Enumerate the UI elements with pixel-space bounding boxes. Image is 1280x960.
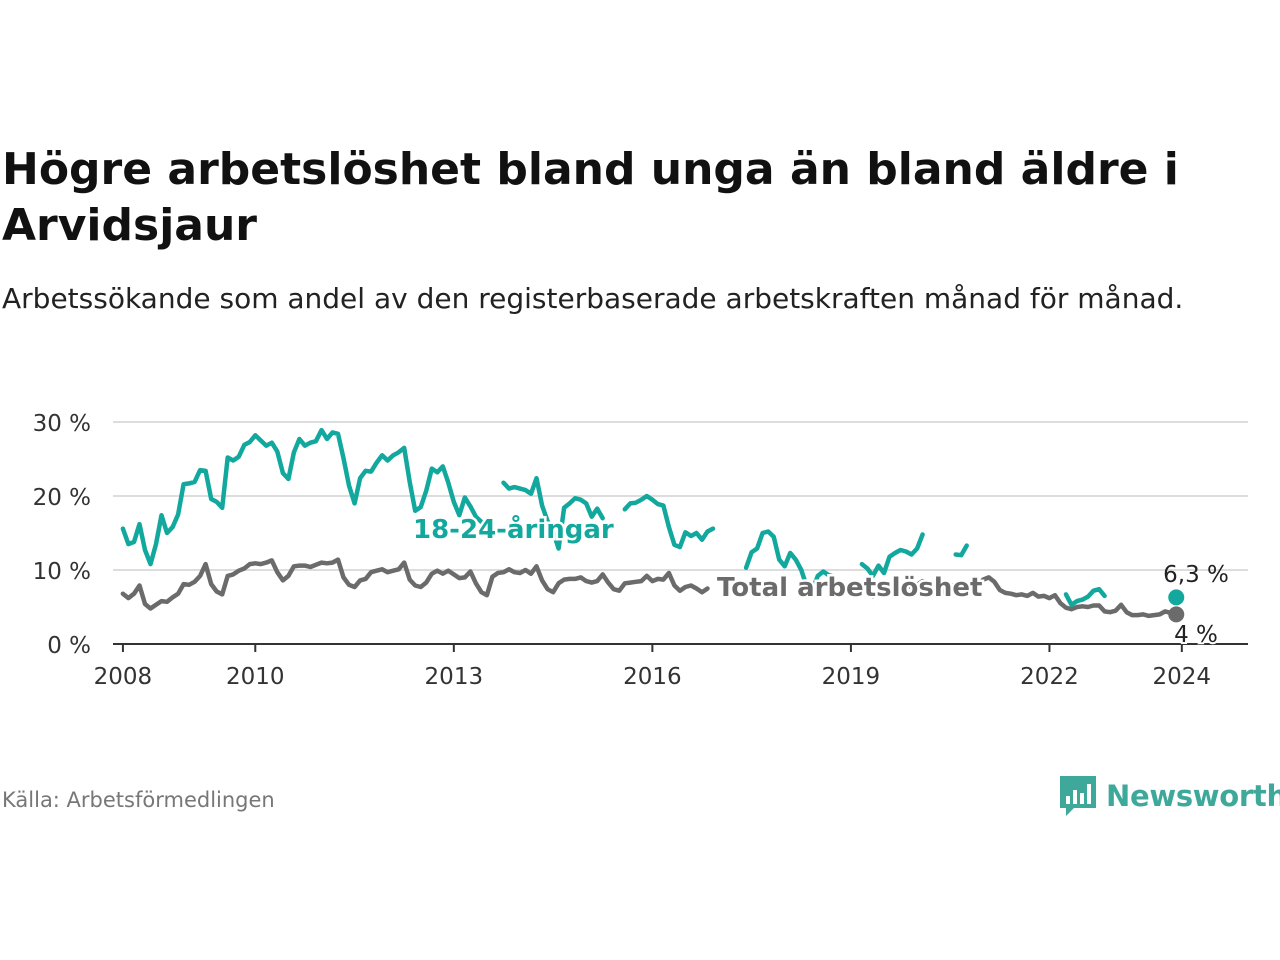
youth-end-value-label: 6,3 % [1163,562,1229,588]
youth-end-point [1168,589,1185,606]
y-tick-label: 0 % [47,633,91,659]
x-tick-label: 2008 [94,664,153,690]
x-tick-label: 2022 [1020,664,1079,690]
brand-name: Newsworthy [1106,779,1280,813]
gridlines [113,421,1248,571]
source-note: Källa: Arbetsförmedlingen [2,788,275,812]
icon-bar [1080,793,1084,804]
x-tick-label: 2016 [623,664,682,690]
y-axis-labels: 0 % 10 % 20 % 30 % [33,411,91,659]
x-axis: 2008 2010 2013 2016 2019 2022 2024 [94,643,1248,690]
newsworthy-chart-icon [1060,776,1096,816]
x-tick-label: 2024 [1153,664,1212,690]
chart-title: Högre arbetslöshet bland unga än bland ä… [2,144,1179,251]
total-end-value-label: 4 % [1174,622,1218,648]
icon-bar [1073,790,1077,804]
brand-logo: Newsworthy [1058,772,1280,820]
series-lines [120,430,1185,623]
icon-bar [1087,784,1091,804]
x-tick-label: 2013 [425,664,484,690]
x-tick-label: 2019 [822,664,881,690]
total-series-line [120,557,1179,619]
total-series-label: Total arbetslöshet [717,573,982,603]
icon-bar [1066,796,1070,804]
youth-series-label: 18-24-åringar [413,513,614,545]
y-tick-label: 10 % [33,559,91,585]
total-end-point [1168,606,1185,623]
annotations: 18-24-åringar Total arbetslöshet 6,3 % 4 % [411,511,1229,651]
x-tick-label: 2010 [226,664,285,690]
chart-subtitle: Arbetssökande som andel av den registerb… [2,282,1184,315]
line-chart: 0 % 10 % 20 % 30 % 2008 2010 2013 2016 2019 2022… [33,411,1248,690]
y-tick-label: 30 % [33,411,91,437]
y-tick-label: 20 % [33,485,91,511]
